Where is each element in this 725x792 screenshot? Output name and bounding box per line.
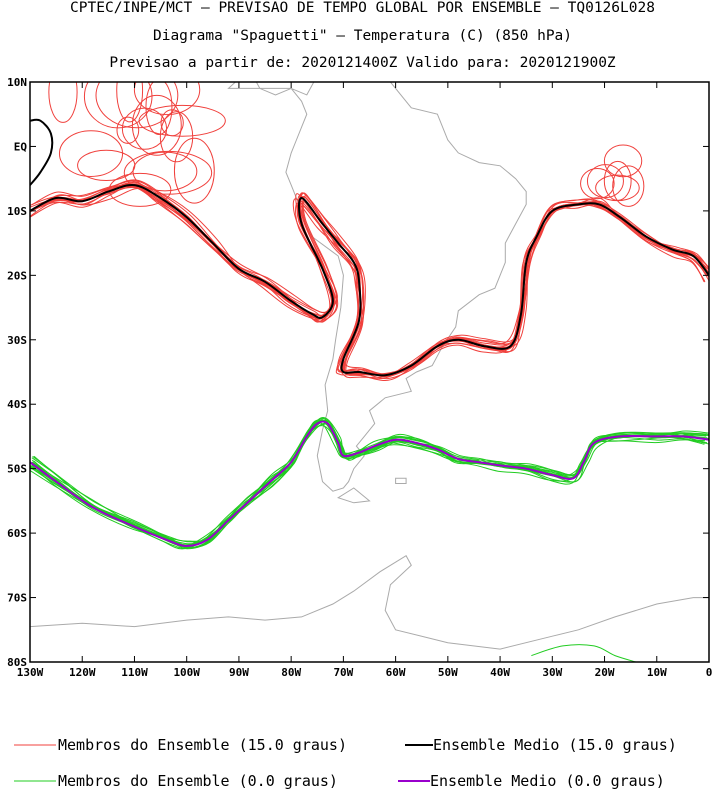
red-member-contour xyxy=(108,172,172,207)
legend-label-green: Membros do Ensemble (0.0 graus) xyxy=(58,772,338,790)
red-member-line xyxy=(30,186,709,376)
y-tick-label: 40S xyxy=(7,398,27,411)
red-member-contour xyxy=(58,130,124,177)
legend-label-red: Membros do Ensemble (15.0 graus) xyxy=(58,736,347,754)
x-tick-label: 110W xyxy=(121,666,148,679)
red-member-contour xyxy=(133,82,201,116)
x-tick-label: 0 xyxy=(706,666,713,679)
red-member-contour xyxy=(48,82,78,123)
red-member-contour xyxy=(160,109,184,137)
x-tick-label: 20W xyxy=(595,666,615,679)
x-tick-label: 120W xyxy=(69,666,96,679)
y-tick-label: 20S xyxy=(7,269,27,282)
plot-frame xyxy=(29,81,710,663)
x-tick-label: 70W xyxy=(333,666,353,679)
x-tick-label: 100W xyxy=(173,666,200,679)
coastline xyxy=(337,487,371,504)
green-member-line xyxy=(531,644,637,662)
coastline xyxy=(285,82,527,492)
y-tick-label: 50S xyxy=(7,463,27,476)
axis-ticks: 130W 120W 110W 100W 90W 80W 70W 60W 50W 40W 30W 20W… xyxy=(7,76,712,679)
y-tick-label: 30S xyxy=(7,334,27,347)
red-member-line xyxy=(32,184,709,377)
red-member-line xyxy=(30,183,709,381)
red-member-contour xyxy=(123,150,213,195)
x-tick-label: 50W xyxy=(438,666,458,679)
red-member-contour xyxy=(603,160,632,201)
red-member-line xyxy=(32,183,705,376)
purple-mean-line xyxy=(30,420,709,548)
green-member-line xyxy=(30,423,705,549)
green-member-line xyxy=(30,419,708,546)
y-tick-label: 80S xyxy=(7,656,27,669)
y-tick-label: 60S xyxy=(7,527,27,540)
red-member-contour xyxy=(173,137,215,204)
red-member-contour xyxy=(83,82,153,129)
y-tick-label: 10N xyxy=(7,76,27,89)
x-tick-label: 40W xyxy=(490,666,510,679)
x-tick-label: 130W xyxy=(17,666,44,679)
coastline-map xyxy=(30,82,709,650)
red-member-contour xyxy=(580,167,615,200)
x-tick-label: 30W xyxy=(542,666,562,679)
chart-title-line3: Previsao a partir de: 2020121400Z Valido… xyxy=(109,55,616,71)
red-member-contour xyxy=(132,151,198,192)
red-member-contour xyxy=(116,82,144,123)
red-member-contour xyxy=(612,165,645,207)
red-member-contour xyxy=(138,104,226,137)
legend-label-black: Ensemble Medio (15.0 graus) xyxy=(433,736,677,754)
red-member-line xyxy=(30,181,708,379)
green-member-line xyxy=(30,420,709,550)
red-member-line xyxy=(30,186,709,378)
red-ensemble-members xyxy=(30,82,709,381)
coastline xyxy=(395,477,407,484)
y-tick-label: 70S xyxy=(7,592,27,605)
ensemble-means xyxy=(30,118,709,548)
x-tick-label: 90W xyxy=(229,666,249,679)
x-tick-label: 10W xyxy=(647,666,667,679)
black-mean-line-north xyxy=(30,118,54,186)
y-tick-label: EQ xyxy=(14,140,28,153)
red-member-line xyxy=(34,185,706,380)
red-member-contour xyxy=(159,111,194,163)
red-member-contour xyxy=(145,82,173,136)
red-member-contour xyxy=(586,164,624,199)
red-member-contour xyxy=(595,174,640,202)
red-member-contour xyxy=(116,116,140,144)
antarctica-coast xyxy=(30,554,709,650)
x-tick-label: 80W xyxy=(281,666,301,679)
x-tick-label: 60W xyxy=(386,666,406,679)
legend-label-purple: Ensemble Medio (0.0 graus) xyxy=(430,772,665,790)
y-tick-label: 10S xyxy=(7,205,27,218)
green-ensemble-members xyxy=(30,416,709,662)
chart-title-line2: Diagrama "Spaguetti" – Temperatura (C) (… xyxy=(152,28,573,44)
red-member-contour xyxy=(95,82,179,129)
red-member-contour xyxy=(603,144,643,178)
red-member-line xyxy=(30,183,706,376)
black-mean-line xyxy=(30,183,709,377)
coastline xyxy=(227,82,292,96)
chart-title-line1: CPTEC/INPE/MCT – PREVISAO DE TEMPO GLOBA… xyxy=(70,0,655,16)
